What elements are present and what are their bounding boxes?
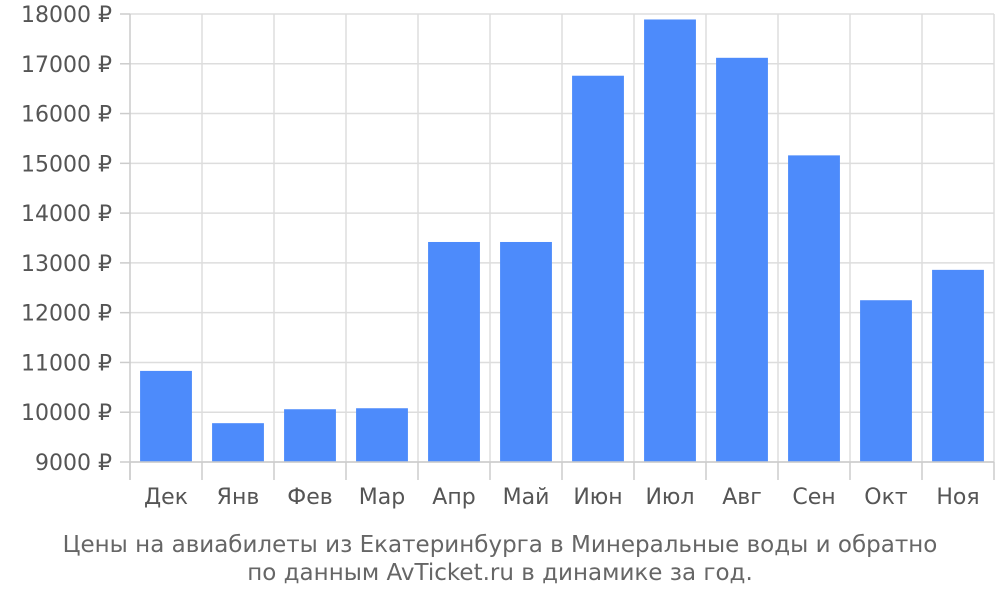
x-tick-label: Янв — [217, 485, 260, 510]
bar — [860, 300, 912, 462]
x-tick-label: Мар — [359, 485, 405, 510]
bar — [932, 269, 984, 462]
x-tick-label: Ноя — [936, 485, 979, 510]
grid-lines — [130, 13, 995, 463]
bar — [284, 409, 336, 462]
y-tick-label: 17000 ₽ — [21, 53, 112, 78]
bar-chart: 9000 ₽ 10000 ₽ 11000 ₽ 12000 ₽ 13000 ₽ 14000 … — [21, 3, 995, 510]
bar — [212, 423, 264, 462]
y-tick-label: 9000 ₽ — [35, 451, 112, 476]
caption-line-1: Цены на авиабилеты из Екатеринбурга в Ми… — [62, 532, 938, 558]
y-tick-label: 12000 ₽ — [21, 302, 112, 327]
x-tick-label: Авг — [722, 485, 762, 510]
y-tick-label: 13000 ₽ — [21, 252, 112, 277]
bar — [356, 408, 408, 462]
y-tick-label: 10000 ₽ — [21, 401, 112, 426]
y-tick-label: 18000 ₽ — [21, 3, 112, 28]
x-tick-label: Июл — [645, 485, 694, 510]
bar — [644, 19, 696, 462]
bar — [428, 241, 480, 462]
y-tick-label: 11000 ₽ — [21, 351, 112, 376]
x-tick-label: Сен — [792, 485, 835, 510]
chart-caption: Цены на авиабилеты из Екатеринбурга в Ми… — [0, 531, 1000, 587]
x-tick-label: Фев — [287, 485, 332, 510]
y-tick-label: 16000 ₽ — [21, 103, 112, 128]
x-tick-label: Июн — [573, 485, 622, 510]
bar — [716, 57, 768, 462]
x-tick-label: Окт — [864, 485, 908, 510]
bars — [140, 19, 984, 463]
caption-line-2: по данным AvTicket.ru в динамике за год. — [247, 560, 753, 586]
y-tick-label: 15000 ₽ — [21, 152, 112, 177]
x-tick-label: Май — [503, 485, 550, 510]
y-tick-label: 14000 ₽ — [21, 202, 112, 227]
x-tick-label: Дек — [144, 485, 188, 510]
bar — [572, 75, 624, 463]
bar — [140, 370, 192, 462]
y-axis: 9000 ₽ 10000 ₽ 11000 ₽ 12000 ₽ 13000 ₽ 14000 … — [21, 3, 131, 480]
x-tick-label: Апр — [432, 485, 475, 510]
bar — [788, 155, 840, 462]
bar — [500, 241, 552, 462]
x-axis: Дек Янв Фев Мар Апр Май Июн Июл Авг Сен Окт Ноя — [129, 461, 995, 510]
